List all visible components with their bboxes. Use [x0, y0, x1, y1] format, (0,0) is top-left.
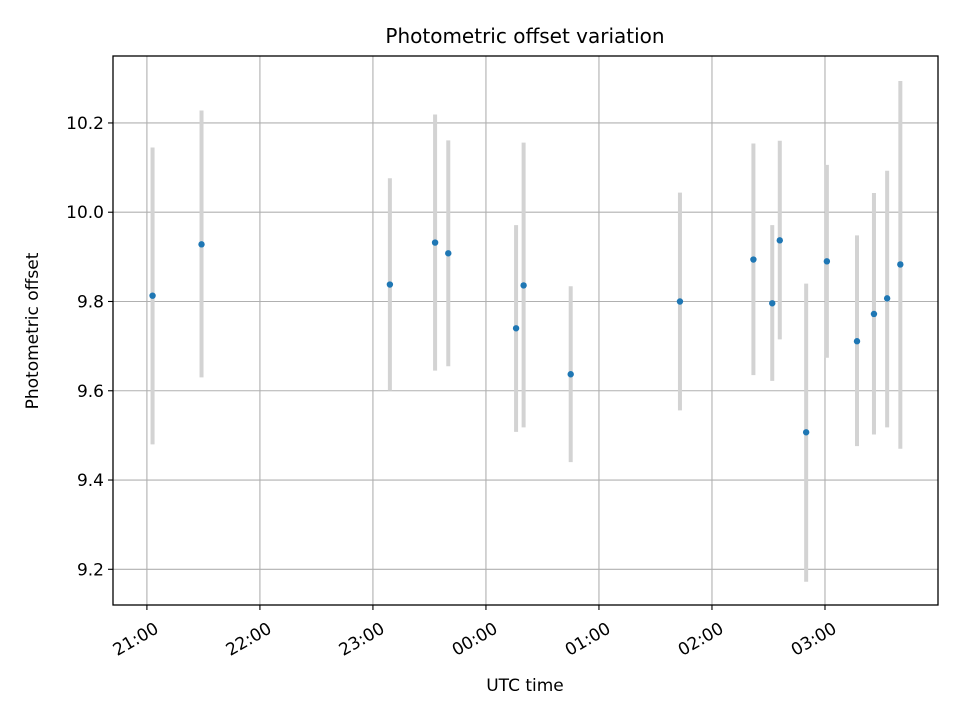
- y-tick-label: 9.8: [77, 292, 104, 312]
- data-points: [149, 237, 904, 436]
- data-point: [386, 281, 394, 288]
- y-tick-label: 9.2: [77, 560, 104, 580]
- data-point: [198, 241, 205, 248]
- data-point: [149, 292, 156, 299]
- chart-title: Photometric offset variation: [385, 24, 664, 48]
- x-axis-title: UTC time: [486, 676, 564, 696]
- data-point: [897, 261, 904, 268]
- data-point: [567, 371, 574, 378]
- y-tick-label: 10.2: [66, 114, 104, 134]
- data-point: [870, 310, 878, 318]
- data-point: [853, 338, 861, 345]
- data-point: [676, 298, 684, 305]
- data-point: [512, 325, 520, 332]
- plot-frame: [112, 55, 939, 606]
- y-tick-label: 9.4: [77, 471, 104, 491]
- data-point: [823, 258, 831, 265]
- data-point: [883, 295, 891, 302]
- data-point: [431, 239, 439, 246]
- data-point: [520, 282, 527, 289]
- data-point: [802, 429, 810, 436]
- y-axis-title: Photometric offset: [23, 252, 43, 409]
- data-point: [750, 256, 757, 263]
- y-tick-label: 9.6: [77, 382, 104, 402]
- y-tick-label: 10.0: [66, 203, 104, 223]
- data-point: [776, 237, 783, 244]
- data-point: [445, 250, 452, 257]
- data-point: [769, 300, 776, 307]
- grid: [113, 56, 938, 605]
